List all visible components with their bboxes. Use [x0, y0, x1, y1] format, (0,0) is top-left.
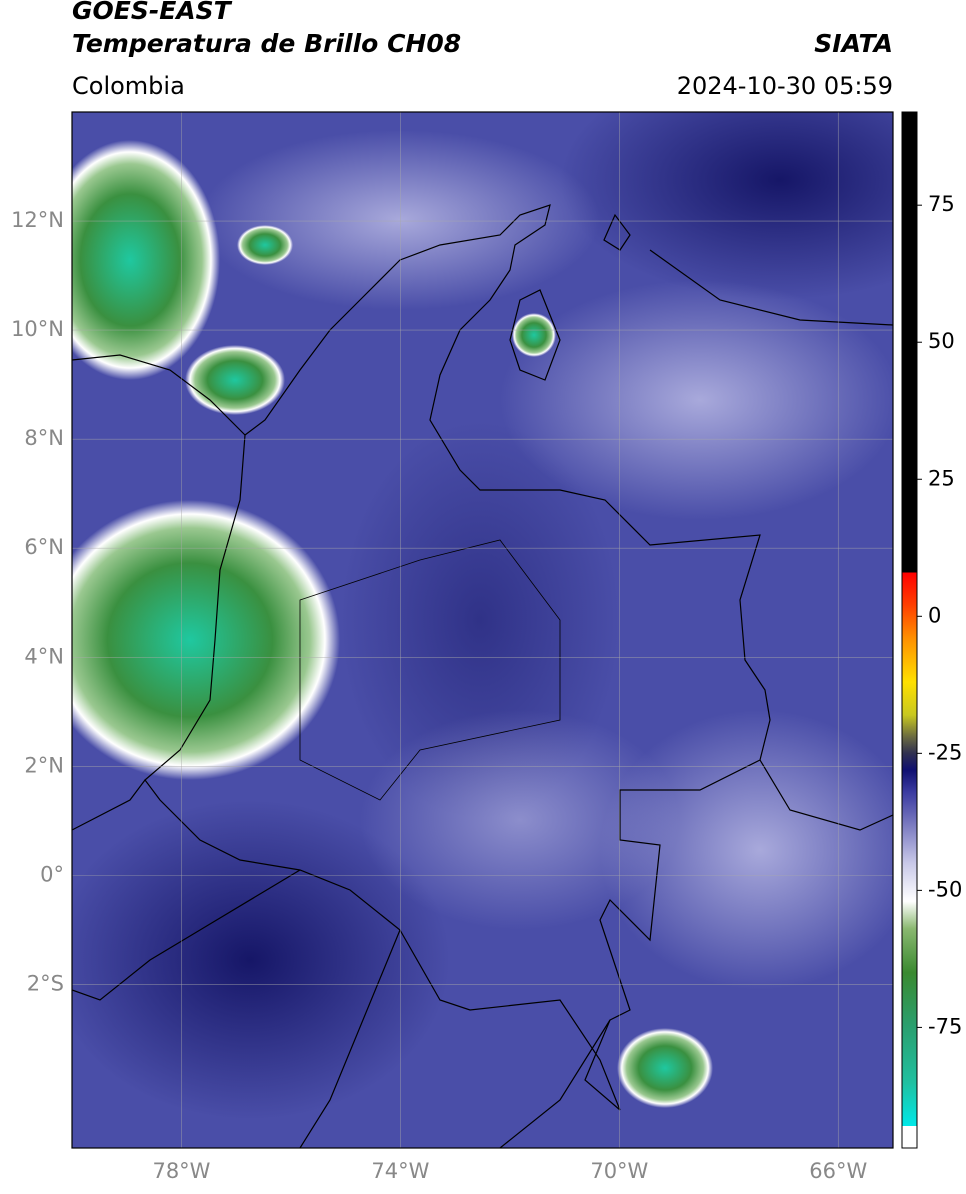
y-tick-label: 2°S [27, 971, 64, 995]
y-tick-label: 6°N [24, 535, 64, 559]
map-image [72, 112, 893, 1148]
colorbar-tick-label: 0 [928, 603, 941, 627]
colorbar-tick-label: 50 [928, 329, 955, 353]
region: Colombia [72, 72, 185, 100]
x-tick-label: 70°W [590, 1159, 648, 1183]
y-tick-label: 8°N [24, 426, 64, 450]
colorbar-tick-label: -50 [928, 877, 962, 901]
colorbar [901, 111, 918, 1149]
colorbar-tick-label: 75 [928, 192, 955, 216]
x-tick-label: 66°W [809, 1159, 867, 1183]
y-tick-label: 12°N [11, 208, 64, 232]
grid [72, 112, 893, 1148]
x-tick-label: 78°W [152, 1159, 210, 1183]
x-tick-label: 74°W [371, 1159, 429, 1183]
subtitle: Temperatura de Brillo CH08 [72, 29, 461, 58]
timestamp: 2024-10-30 05:59 [677, 72, 893, 100]
source: SIATA [814, 29, 893, 58]
map-frame [71, 111, 894, 1149]
title: GOES-EAST [72, 0, 233, 25]
colorbar-tick-label: -25 [928, 740, 962, 764]
y-tick-label: 4°N [24, 644, 64, 668]
colorbar-tick-label: 25 [928, 466, 955, 490]
y-tick-label: 0° [40, 862, 64, 886]
colorbar-tick-label: -75 [928, 1014, 962, 1038]
y-tick-label: 2°N [24, 753, 64, 777]
y-tick-label: 10°N [11, 317, 64, 341]
